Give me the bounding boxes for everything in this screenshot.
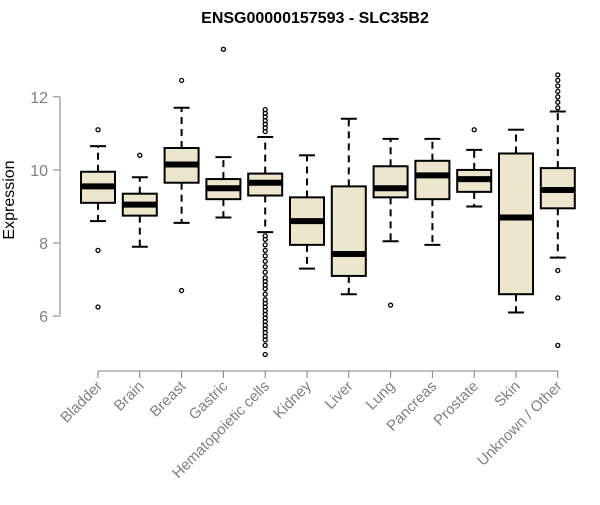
outlier-point [262, 342, 268, 349]
box-prostate [456, 127, 493, 208]
outlier-point [137, 152, 143, 158]
box-iqr [372, 165, 409, 199]
y-tick-label-6: 6 [39, 309, 48, 326]
outlier-point [387, 302, 394, 308]
box-brain [121, 152, 158, 248]
outlier-point [262, 247, 268, 253]
box-iqr [414, 159, 451, 201]
outlier-point [262, 253, 268, 259]
outlier-point [555, 105, 561, 111]
outlier-point [262, 351, 268, 358]
outlier-point [555, 77, 561, 84]
box-unknown-other [539, 72, 576, 349]
box-skin [498, 128, 534, 314]
box-liver [330, 117, 367, 296]
y-axis-label: Expression [1, 160, 18, 239]
outlier-point [95, 304, 101, 310]
y-tick-label-8: 8 [39, 236, 48, 253]
outlier-point [555, 94, 561, 100]
outlier-point [262, 264, 268, 270]
outlier-point [555, 83, 561, 89]
outlier-point [178, 77, 185, 84]
x-tick-label-skin: Skin [491, 378, 524, 411]
outlier-point [178, 287, 185, 294]
x-tick-label-kidney: Kidney [270, 377, 315, 422]
outlier-point [471, 127, 477, 133]
axes: 6 8 10 12 [30, 90, 559, 378]
outlier-point [262, 258, 268, 264]
box-breast [163, 77, 200, 294]
x-tick-label-prostate: Prostate [430, 378, 482, 430]
outlier-point [555, 342, 561, 349]
box-hematopoietic-cells [247, 106, 284, 358]
outlier-point [95, 127, 101, 133]
outlier-point [555, 72, 561, 78]
box-kidney [289, 154, 325, 270]
x-tick-label-brain: Brain [111, 378, 148, 415]
outlier-point [262, 269, 268, 275]
outlier-point [262, 242, 268, 248]
outlier-point [220, 46, 227, 52]
outlier-point [95, 247, 101, 253]
box-lung [372, 137, 409, 308]
x-tick-label-breast: Breast [147, 377, 190, 420]
x-tick-label-liver: Liver [322, 378, 357, 413]
outlier-point [262, 236, 268, 243]
x-tick-label-lung: Lung [363, 378, 399, 414]
boxes-layer [80, 46, 576, 358]
x-tick-label-bladder: Bladder [57, 378, 106, 427]
box-gastric [205, 46, 242, 219]
outlier-point [262, 291, 268, 297]
outlier-point [555, 267, 561, 274]
outlier-point [262, 337, 268, 343]
y-tick-label-12: 12 [30, 90, 48, 107]
outlier-point [262, 128, 268, 135]
box-pancreas [414, 137, 451, 246]
chart-title: ENSG00000157593 - SLC35B2 [201, 10, 429, 27]
box-iqr [498, 152, 534, 296]
outlier-point [555, 99, 561, 105]
outlier-point [555, 295, 561, 301]
outlier-point [262, 286, 268, 292]
outlier-point [555, 88, 561, 94]
y-tick-label-10: 10 [30, 163, 48, 180]
box-bladder [80, 127, 116, 310]
box-iqr [330, 185, 367, 277]
